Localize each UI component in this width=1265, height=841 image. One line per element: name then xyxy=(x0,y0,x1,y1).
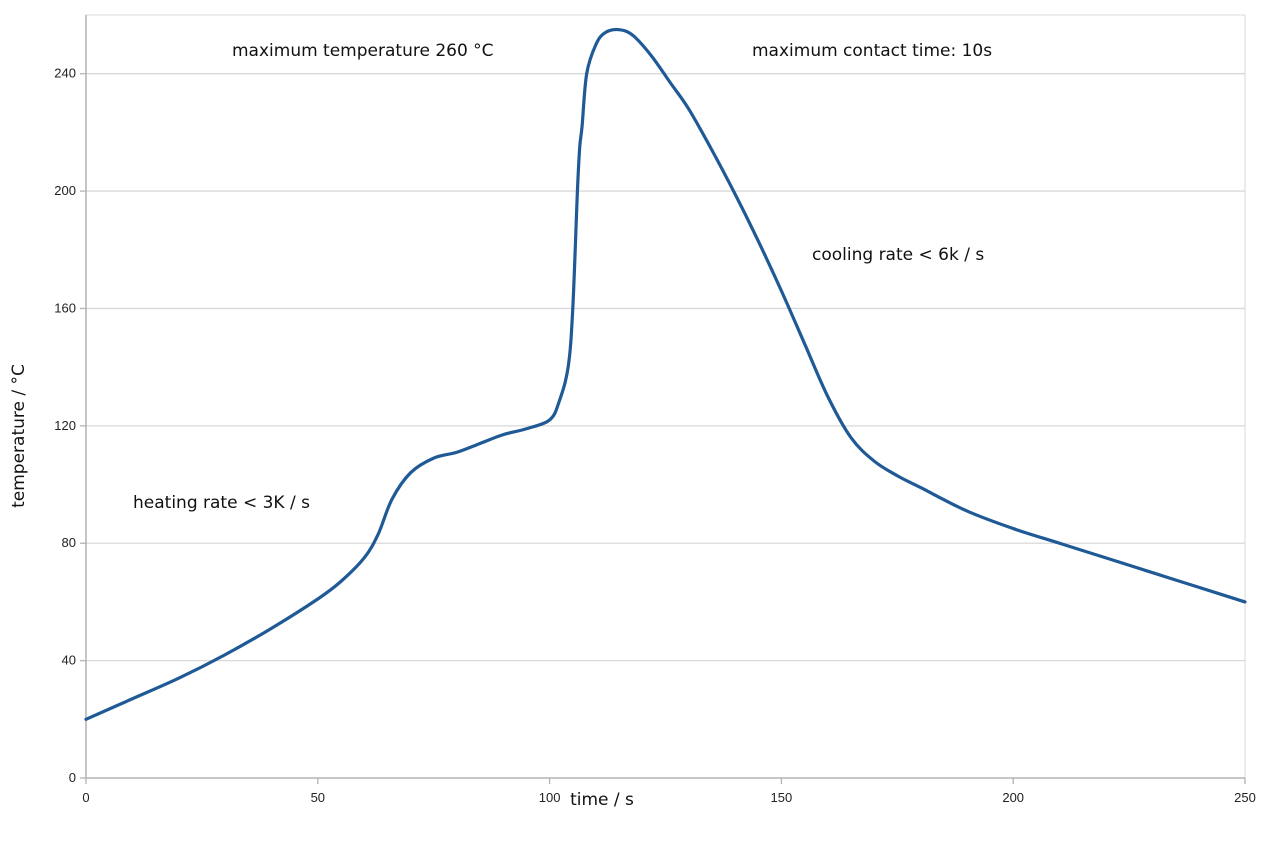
y-tick-label: 240 xyxy=(54,66,76,81)
x-tick-label: 250 xyxy=(1234,790,1256,805)
x-tick-label: 100 xyxy=(539,790,561,805)
x-tick-labels: 0 50 100 150 200 250 xyxy=(82,790,1255,805)
y-tick-label: 200 xyxy=(54,183,76,198)
y-tick-label: 120 xyxy=(54,418,76,433)
x-tick-label: 150 xyxy=(771,790,793,805)
temperature-series-line xyxy=(84,27,1247,721)
y-tick-label: 40 xyxy=(62,653,76,668)
x-axis-title: time / s xyxy=(570,790,634,810)
annotation-heating-rate: heating rate < 3K / s xyxy=(133,493,310,513)
y-tick-label: 160 xyxy=(54,300,76,315)
axes xyxy=(80,15,1246,784)
y-tick-label: 80 xyxy=(62,535,76,550)
x-tick-label: 50 xyxy=(311,790,325,805)
y-tick-label: 0 xyxy=(69,770,76,785)
y-tick-labels: 0 40 80 120 160 200 240 xyxy=(54,66,76,785)
annotation-cooling-rate: cooling rate < 6k / s xyxy=(812,245,984,265)
grid-lines xyxy=(85,14,1246,779)
y-axis-title: temperature / °C xyxy=(9,364,29,508)
annotation-max-temperature: maximum temperature 260 °C xyxy=(232,41,494,61)
plot-frame xyxy=(85,14,1246,779)
x-tick-label: 200 xyxy=(1002,790,1024,805)
x-tick-label: 0 xyxy=(82,790,89,805)
annotation-max-contact-time: maximum contact time: 10s xyxy=(752,41,992,61)
